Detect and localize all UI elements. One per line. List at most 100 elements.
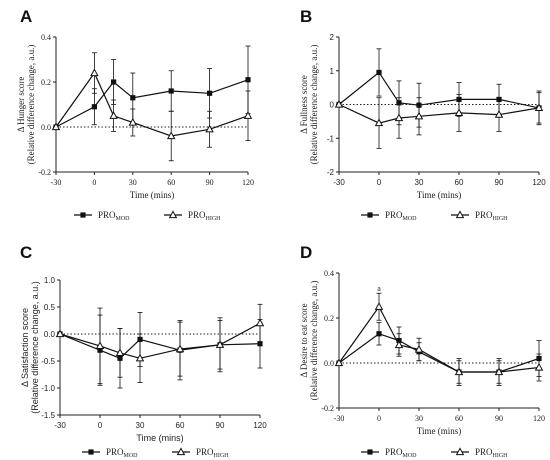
data-point-square — [168, 88, 174, 94]
panel-letter: C — [20, 243, 32, 262]
x-tick-label: 0 — [377, 178, 382, 187]
legend: PROMOD PROHIGH — [361, 447, 508, 459]
legend-marker-triangle — [176, 447, 186, 456]
series-line — [338, 103, 540, 124]
data-point-triangle — [414, 111, 424, 120]
x-tick-label: 60 — [455, 414, 463, 423]
legend-label: PROHIGH — [188, 210, 221, 222]
y-axis-label: Δ Fullness score — [299, 75, 309, 134]
legend-marker-triangle — [455, 447, 465, 456]
x-axis-label: Time (mins) — [130, 190, 174, 200]
data-point-triangle — [454, 367, 464, 376]
legend-marker-square — [88, 449, 94, 455]
y-tick-label: 0.5 — [44, 303, 56, 312]
y-axis-sublabel: (Relative difference change, a.u.) — [309, 45, 319, 165]
y-axis-label: Δ Satisfaction score — [20, 308, 30, 387]
panel-letter: A — [20, 7, 32, 26]
data-point-triangle — [128, 117, 138, 126]
data-point-triangle — [394, 113, 404, 122]
y-tick-label: 0.4 — [324, 269, 334, 278]
x-tick-label: 0 — [92, 178, 96, 187]
data-point-triangle — [494, 367, 504, 376]
x-tick-label: 30 — [415, 414, 423, 423]
x-tick-label: 120 — [532, 178, 546, 187]
series-high — [55, 303, 265, 385]
series-mod — [53, 45, 251, 130]
data-point-square — [376, 69, 382, 76]
legend: PROMOD PROHIGH — [361, 210, 508, 222]
data-point-square — [130, 95, 136, 101]
y-tick-label: 0.4 — [41, 33, 51, 42]
data-point-triangle — [494, 109, 504, 118]
legend-label: PROMOD — [106, 447, 138, 459]
data-point-triangle — [534, 362, 544, 371]
x-tick-label: 0 — [98, 421, 103, 430]
panel-letter: D — [300, 243, 312, 262]
y-tick-label: 0 — [330, 101, 335, 110]
x-tick-label: 60 — [176, 421, 185, 430]
x-tick-label: 60 — [167, 178, 175, 187]
data-point-triangle — [90, 68, 99, 77]
data-point-triangle — [115, 348, 125, 356]
legend-marker-triangle — [455, 210, 465, 219]
y-axis-sublabel: (Relative difference change, a.u.) — [309, 281, 319, 401]
significance-annotation: a — [377, 284, 381, 293]
series-mod — [57, 311, 263, 389]
data-point-triangle — [51, 122, 61, 131]
legend-marker-square — [80, 212, 86, 218]
data-point-square — [257, 341, 263, 347]
panel-letter: B — [300, 7, 312, 26]
series-line — [338, 71, 540, 109]
data-point-square — [207, 90, 213, 96]
data-point-square — [376, 331, 382, 337]
data-point-triangle — [255, 318, 265, 327]
series-mod — [336, 322, 542, 386]
series-line — [338, 333, 540, 373]
x-tick-label: 120 — [253, 421, 267, 430]
y-tick-label: 2 — [330, 33, 335, 42]
y-tick-label: 0.2 — [41, 78, 51, 87]
x-tick-label: 120 — [533, 414, 545, 423]
x-tick-label: -30 — [51, 178, 62, 187]
legend-label: PROHIGH — [475, 210, 508, 222]
x-axis-label: Time (mins) — [417, 426, 461, 436]
data-point-triangle — [414, 344, 424, 353]
panel-b: B -2 -1 0 1 2 -30 0 30 60 90 120 Time (mins) Δ Fullne… — [299, 7, 546, 222]
y-tick-label: -0.2 — [321, 404, 334, 413]
x-tick-label: 90 — [495, 178, 504, 187]
legend-label: PROMOD — [385, 447, 417, 459]
panel-c: C -1.5 -1.0 -0.5 0.0 0.5 1.0 -30 0 30 60 90 120 Time … — [20, 243, 267, 459]
x-axis-label: Time (mins) — [136, 433, 183, 443]
legend-label: PROMOD — [385, 210, 417, 222]
data-point-triangle — [166, 131, 176, 140]
x-tick-label: -30 — [334, 414, 345, 423]
series-line — [59, 333, 261, 360]
y-axis-label: Δ Hunger score — [16, 77, 26, 133]
legend-marker-square — [367, 449, 373, 455]
x-axis-label: Time (mins) — [417, 190, 461, 200]
x-tick-label: 30 — [136, 421, 145, 430]
series-high — [334, 90, 544, 149]
series-high — [51, 52, 253, 162]
y-tick-label: 0.2 — [324, 314, 334, 323]
panel-d: D -0.2 0.0 0.2 0.4 -30 0 30 60 90 120 Time (mins) Δ … — [299, 243, 545, 459]
x-tick-label: -30 — [333, 178, 345, 187]
data-point-triangle — [55, 329, 65, 338]
data-point-square — [245, 77, 251, 83]
data-point-triangle — [243, 111, 253, 119]
data-point-triangle — [374, 118, 384, 127]
data-point-triangle — [454, 108, 464, 117]
legend-label: PROMOD — [98, 210, 130, 222]
x-tick-label: 60 — [455, 178, 464, 187]
x-tick-label: 30 — [415, 178, 424, 187]
data-point-triangle — [374, 302, 384, 310]
legend: PROMOD PROHIGH — [82, 447, 229, 459]
y-axis-label: Δ Desire to eat score — [299, 303, 309, 377]
series-high — [334, 292, 544, 384]
data-point-triangle — [135, 353, 145, 362]
data-point-triangle — [334, 99, 344, 108]
data-point-square — [111, 79, 117, 85]
x-tick-label: 90 — [495, 414, 503, 423]
data-point-triangle — [394, 340, 404, 349]
